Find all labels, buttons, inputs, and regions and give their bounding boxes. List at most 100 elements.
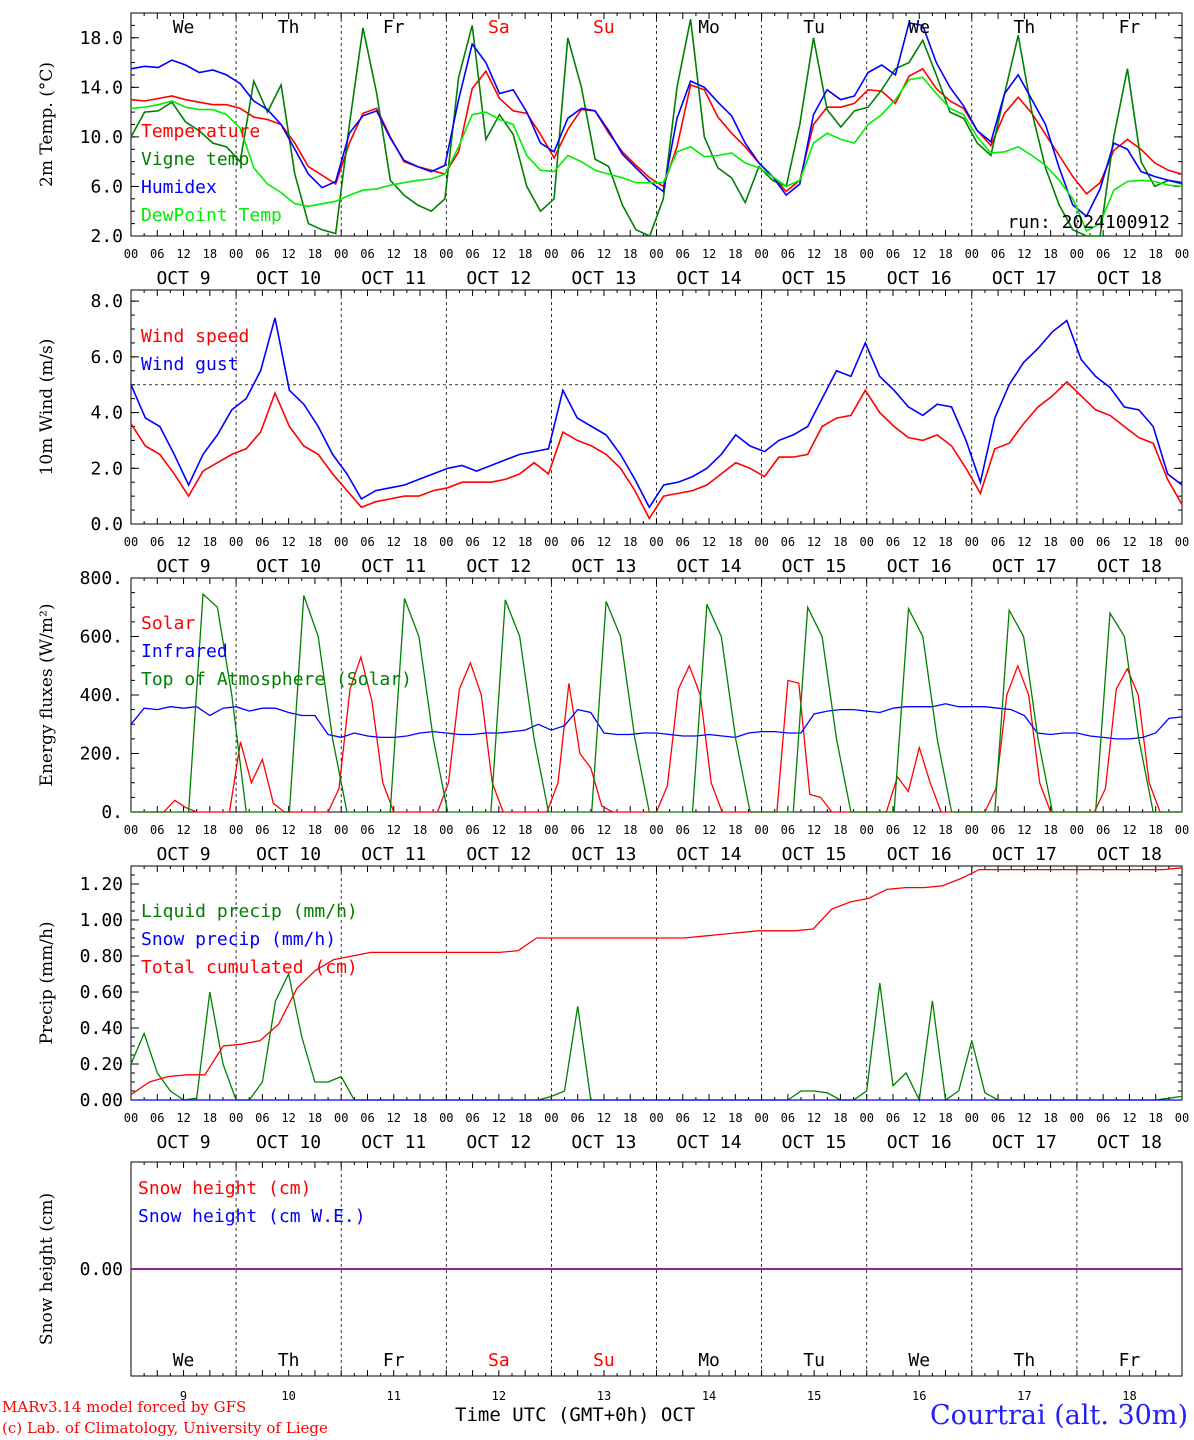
hour-label: 12 (492, 823, 506, 837)
hour-label: 00 (229, 247, 243, 261)
hour-label: 06 (781, 823, 795, 837)
y-tick-label: 800. (80, 568, 123, 589)
hour-label: 12 (281, 1111, 295, 1125)
hour-label: 00 (1070, 247, 1084, 261)
date-label: OCT 9 (156, 844, 210, 865)
hour-label: 18 (833, 535, 847, 549)
day-name: Th (278, 17, 300, 38)
date-label: OCT 10 (256, 844, 321, 865)
hour-label: 12 (702, 1111, 716, 1125)
month-label: OCT (660, 1404, 696, 1426)
legend-entry: Snow height (cm W.E.) (138, 1206, 366, 1227)
hour-label: 12 (387, 823, 401, 837)
y-tick-label: 0. (101, 802, 123, 823)
day-name: We (908, 17, 930, 38)
hour-label: 18 (203, 1111, 217, 1125)
day-name: We (908, 1350, 930, 1371)
hour-label: 12 (176, 823, 190, 837)
y-tick-label: 0.60 (80, 982, 123, 1003)
run-label: run: 2024100912 (1007, 212, 1170, 233)
legend-entry: DewPoint Temp (141, 205, 282, 226)
hour-label: 06 (886, 1111, 900, 1125)
day-number: 13 (597, 1389, 611, 1403)
day-name: Th (1014, 1350, 1036, 1371)
hour-label: 00 (754, 1111, 768, 1125)
date-label: OCT 15 (782, 844, 847, 865)
hour-label: 00 (334, 1111, 348, 1125)
footer-model-credit: MARv3.14 model forced by GFS (2, 1398, 247, 1416)
hour-label: 06 (570, 247, 584, 261)
hour-label: 12 (387, 535, 401, 549)
date-label: OCT 12 (466, 268, 531, 289)
hour-label: 18 (1148, 247, 1162, 261)
hour-label: 00 (124, 247, 138, 261)
hour-label: 18 (833, 1111, 847, 1125)
day-name: Sa (488, 17, 510, 38)
y-tick-label: 2.0 (90, 226, 123, 247)
hour-label: 12 (1122, 535, 1136, 549)
hour-label: 18 (203, 247, 217, 261)
hour-label: 00 (649, 247, 663, 261)
date-label: OCT 9 (156, 268, 210, 289)
day-number: 10 (281, 1389, 295, 1403)
legend-entry: Solar (141, 613, 195, 634)
date-label: OCT 11 (361, 844, 426, 865)
y-axis-label: Energy fluxes (W/m²) (37, 604, 57, 787)
hour-label: 00 (124, 823, 138, 837)
hour-label: 06 (360, 247, 374, 261)
hour-label: 00 (754, 247, 768, 261)
y-tick-label: 0.80 (80, 946, 123, 967)
day-name: Fr (1119, 17, 1141, 38)
day-name: Su (593, 1350, 615, 1371)
hour-label: 00 (439, 823, 453, 837)
y-tick-label: 600. (80, 627, 123, 648)
hour-label: 00 (439, 535, 453, 549)
hour-label: 00 (229, 535, 243, 549)
y-tick-label: 10.0 (80, 127, 123, 148)
day-name: Mo (698, 1350, 720, 1371)
day-name: Tu (803, 17, 825, 38)
hour-label: 12 (492, 247, 506, 261)
y-tick-label: 0.40 (80, 1018, 123, 1039)
date-label: OCT 14 (677, 556, 742, 577)
hour-label: 18 (938, 535, 952, 549)
hour-label: 12 (597, 823, 611, 837)
hour-label: 06 (465, 535, 479, 549)
station-name: Courtrai (alt. 30m) (929, 1400, 1188, 1431)
hour-label: 06 (465, 247, 479, 261)
date-label: OCT 11 (361, 268, 426, 289)
y-tick-label: 200. (80, 744, 123, 765)
hour-label: 00 (124, 535, 138, 549)
hour-label: 18 (1148, 1111, 1162, 1125)
hour-label: 12 (387, 247, 401, 261)
date-label: OCT 13 (571, 844, 636, 865)
hour-label: 00 (649, 1111, 663, 1125)
day-number: 18 (1122, 1389, 1136, 1403)
day-name: Mo (698, 17, 720, 38)
hour-label: 18 (938, 247, 952, 261)
time-axis-label: Time UTC (GMT+0h) (455, 1404, 650, 1426)
legend-entry: Vigne temp (141, 149, 249, 170)
hour-label: 06 (150, 535, 164, 549)
hour-label: 06 (255, 1111, 269, 1125)
legend-entry: Liquid precip (mm/h) (141, 901, 358, 922)
hour-label: 00 (334, 535, 348, 549)
hour-label: 12 (281, 535, 295, 549)
legend-entry: Humidex (141, 177, 217, 198)
legend-entry: Temperature (141, 121, 260, 142)
hour-label: 18 (203, 535, 217, 549)
hour-label: 06 (991, 823, 1005, 837)
date-label: OCT 11 (361, 1132, 426, 1153)
panel-2: 0.0 2.0 4.0 6.0 8.0 10m Wind (m/s) Wind speed W… (37, 289, 1189, 577)
date-label: OCT 18 (1097, 844, 1162, 865)
hour-label: 06 (991, 247, 1005, 261)
legend-entry: Wind gust (141, 354, 239, 375)
hour-label: 00 (1175, 247, 1189, 261)
hour-label: 00 (859, 247, 873, 261)
hour-label: 12 (912, 823, 926, 837)
hour-label: 06 (676, 823, 690, 837)
y-tick-label: 4.0 (90, 403, 123, 424)
hour-label: 00 (334, 247, 348, 261)
y-tick-label: 6.0 (90, 176, 123, 197)
